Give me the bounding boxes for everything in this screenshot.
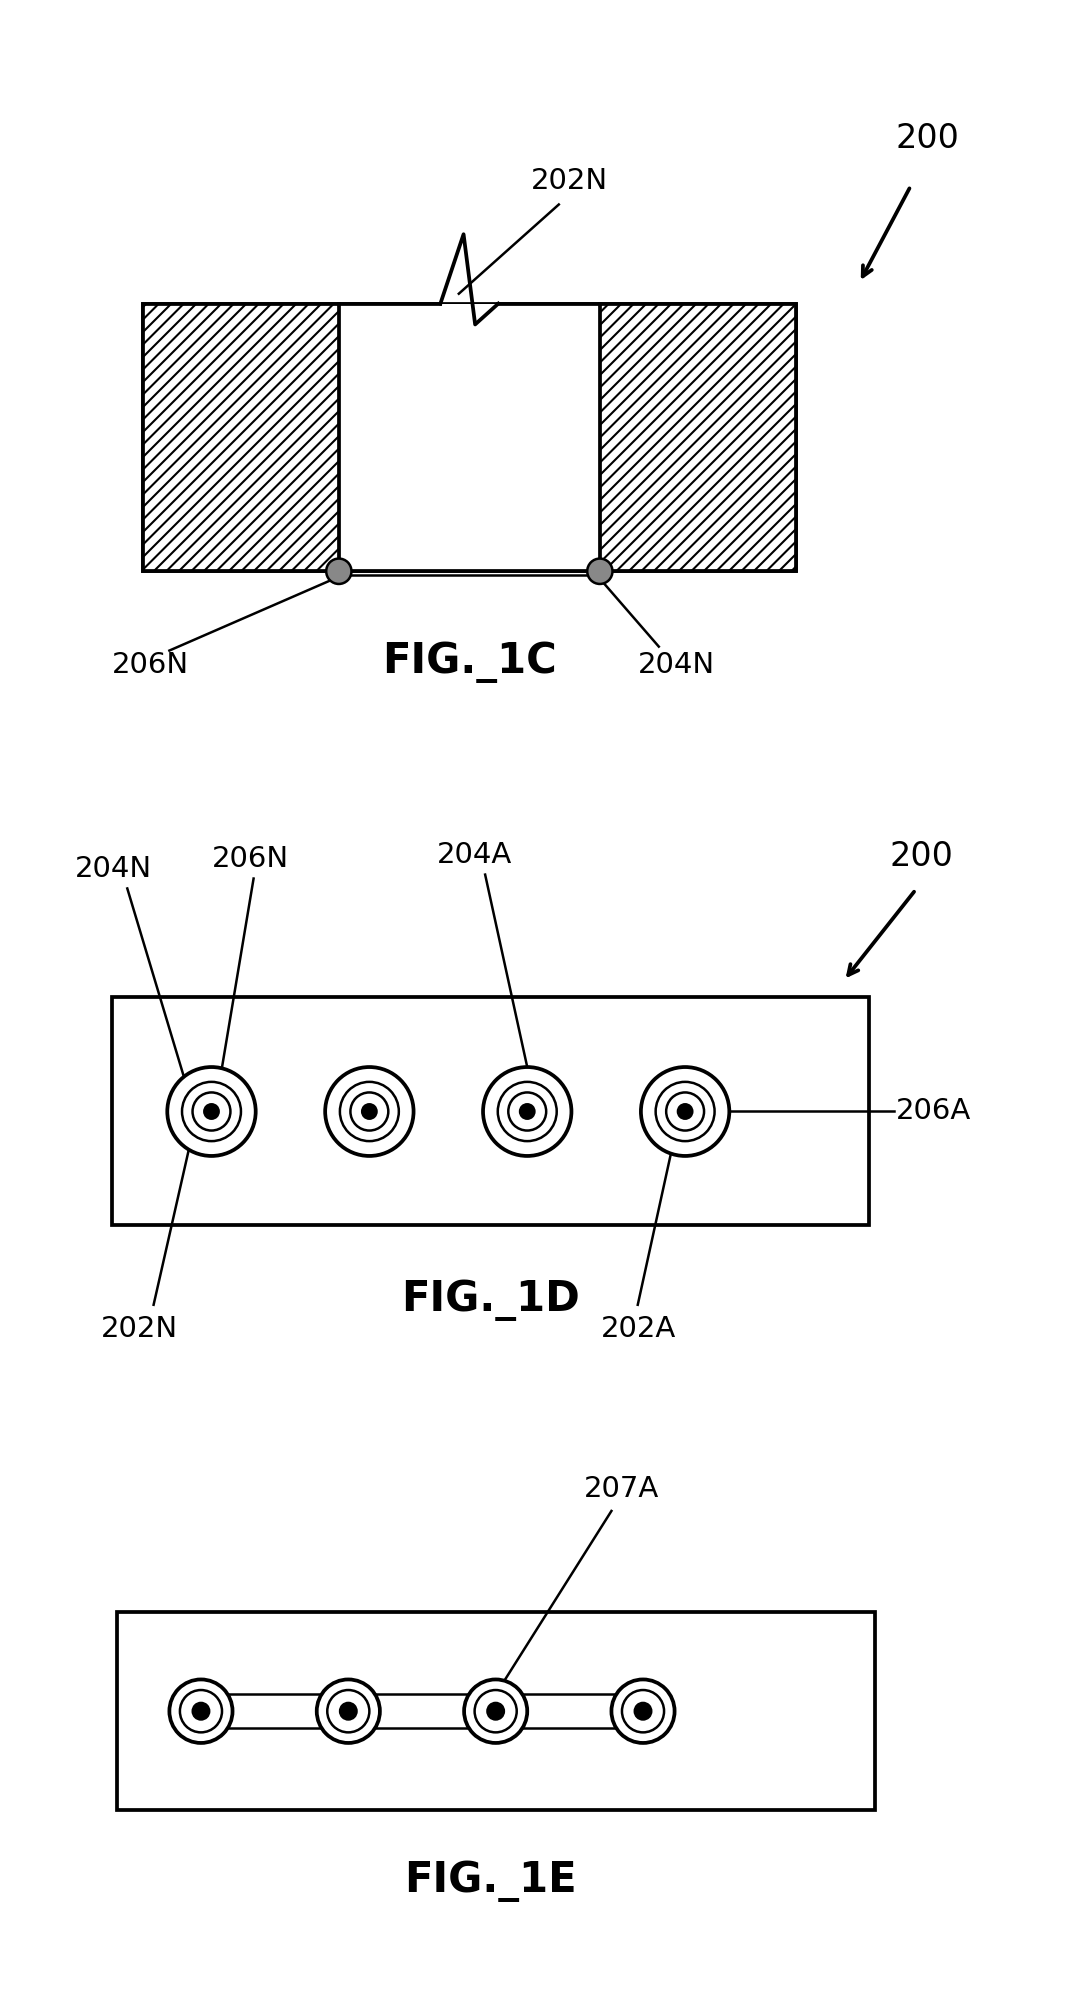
Ellipse shape [326,559,351,585]
Text: 206N: 206N [212,844,289,872]
Bar [143,303,339,571]
Ellipse shape [167,1067,256,1155]
Text: 207A: 207A [585,1474,659,1502]
Text: 202N: 202N [530,168,608,196]
Ellipse shape [488,1704,504,1720]
Ellipse shape [475,1690,517,1732]
Ellipse shape [520,1103,535,1119]
Text: 206A: 206A [896,1097,971,1125]
Ellipse shape [350,1093,389,1131]
Text: FIG._1E: FIG._1E [404,1859,577,1901]
Text: 206N: 206N [112,650,189,678]
Ellipse shape [641,1067,730,1155]
Ellipse shape [325,1067,413,1155]
Text: FIG._1D: FIG._1D [402,1279,579,1321]
Bar [600,303,796,571]
Text: FIG._1C: FIG._1C [382,640,557,682]
Ellipse shape [340,1081,398,1141]
Ellipse shape [316,1680,380,1744]
Bar [117,1612,874,1809]
Ellipse shape [667,1093,704,1131]
Ellipse shape [180,1690,222,1732]
Ellipse shape [362,1103,377,1119]
Ellipse shape [587,559,612,585]
Bar [339,303,600,571]
Ellipse shape [497,1081,557,1141]
Ellipse shape [635,1704,652,1720]
Bar [143,303,796,571]
Text: 204N: 204N [638,650,715,678]
Ellipse shape [611,1680,674,1744]
Bar [143,303,339,571]
Text: 200: 200 [890,840,954,872]
Text: 200: 200 [896,122,960,156]
Text: 204N: 204N [75,854,152,882]
Ellipse shape [484,1067,572,1155]
Ellipse shape [340,1704,357,1720]
Text: 202A: 202A [601,1315,676,1343]
Text: 202N: 202N [101,1315,178,1343]
Bar [600,303,796,571]
Ellipse shape [193,1093,230,1131]
Ellipse shape [677,1103,692,1119]
Ellipse shape [622,1690,665,1732]
Ellipse shape [464,1680,527,1744]
Ellipse shape [327,1690,370,1732]
Ellipse shape [656,1081,715,1141]
Ellipse shape [182,1081,241,1141]
Bar [112,998,869,1225]
Ellipse shape [169,1680,232,1744]
Ellipse shape [193,1704,210,1720]
Ellipse shape [204,1103,218,1119]
Text: 204A: 204A [437,840,512,868]
Ellipse shape [508,1093,546,1131]
